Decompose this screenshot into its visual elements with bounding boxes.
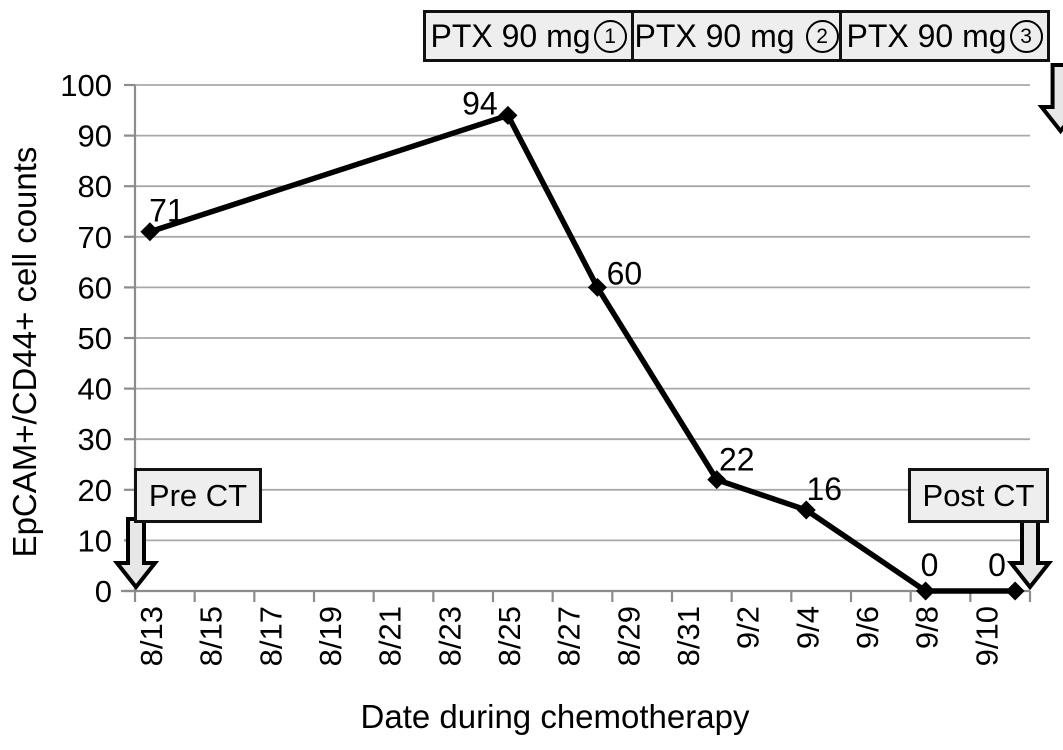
pre-ct-down-arrow-icon (112, 517, 160, 591)
data-label: 71 (149, 193, 185, 229)
y-tick-label: 20 (78, 473, 112, 508)
x-tick-label: 9/8 (910, 606, 945, 649)
data-point-marker (140, 222, 160, 242)
data-point-marker (796, 500, 816, 520)
x-tick-label: 9/10 (969, 606, 1004, 666)
ptx-box-3: PTX 90 mg 3 (839, 10, 1050, 62)
data-label: 94 (462, 85, 498, 121)
circled-number-2-icon: 2 (805, 19, 839, 53)
x-tick-label: 8/31 (671, 606, 706, 666)
ptx-annotation-row: PTX 90 mg 1 PTX 90 mg 2 PTX 90 mg 3 (423, 10, 1050, 62)
x-tick-label: 8/13 (134, 606, 169, 666)
x-tick-label: 8/17 (253, 606, 288, 666)
x-tick-label: 8/27 (552, 606, 587, 666)
data-label: 60 (607, 255, 643, 291)
y-tick-label: 40 (78, 372, 112, 407)
y-tick-label: 60 (78, 270, 112, 305)
x-tick-label: 8/19 (313, 606, 348, 666)
y-tick-label: 0 (95, 574, 112, 609)
post-ct-down-arrow-icon (1006, 517, 1054, 591)
y-tick-label: 10 (78, 523, 112, 558)
x-tick-label: 9/6 (850, 606, 885, 649)
data-label: 0 (988, 547, 1006, 583)
data-point-marker (916, 581, 936, 601)
pre-ct-label: Pre CT (148, 477, 248, 513)
data-point-marker (707, 470, 727, 490)
ptx-down-arrow-icon (1037, 63, 1063, 135)
data-point-marker (1005, 581, 1025, 601)
data-label: 0 (921, 547, 939, 583)
ptx-box-1-label: PTX 90 mg (430, 17, 591, 54)
ptx-box-1: PTX 90 mg 1 (423, 10, 634, 62)
x-tick-label: 8/23 (432, 606, 467, 666)
x-tick-label: 9/2 (731, 606, 766, 649)
data-label: 22 (719, 442, 755, 478)
pre-ct-box: Pre CT (134, 468, 262, 523)
y-axis-title: EpCAM+/CD44+ cell counts (6, 146, 43, 558)
ptx-box-2: PTX 90 mg 2 (631, 10, 842, 62)
x-tick-label: 8/29 (611, 606, 646, 666)
x-tick-label: 9/4 (790, 606, 825, 649)
y-tick-label: 90 (78, 119, 112, 154)
post-ct-box: Post CT (908, 468, 1049, 523)
x-tick-label: 8/15 (194, 606, 229, 666)
circled-number-3-icon: 3 (1009, 19, 1043, 53)
x-axis-title: Date during chemotherapy (360, 698, 750, 735)
y-tick-label: 50 (78, 321, 112, 356)
data-label: 16 (806, 471, 842, 507)
data-point-marker (498, 105, 518, 125)
y-tick-label: 30 (78, 422, 112, 457)
x-tick-label: 8/25 (492, 606, 527, 666)
data-point-marker (587, 277, 607, 297)
post-ct-label: Post CT (922, 477, 1035, 513)
x-tick-label: 8/21 (373, 606, 408, 666)
y-tick-label: 80 (78, 169, 112, 204)
ptx-box-3-label: PTX 90 mg (846, 17, 1007, 54)
circled-number-1-icon: 1 (593, 19, 627, 53)
y-tick-label: 70 (78, 220, 112, 255)
y-tick-label: 100 (60, 68, 112, 103)
ptx-box-2-label: PTX 90 mg (634, 17, 795, 54)
